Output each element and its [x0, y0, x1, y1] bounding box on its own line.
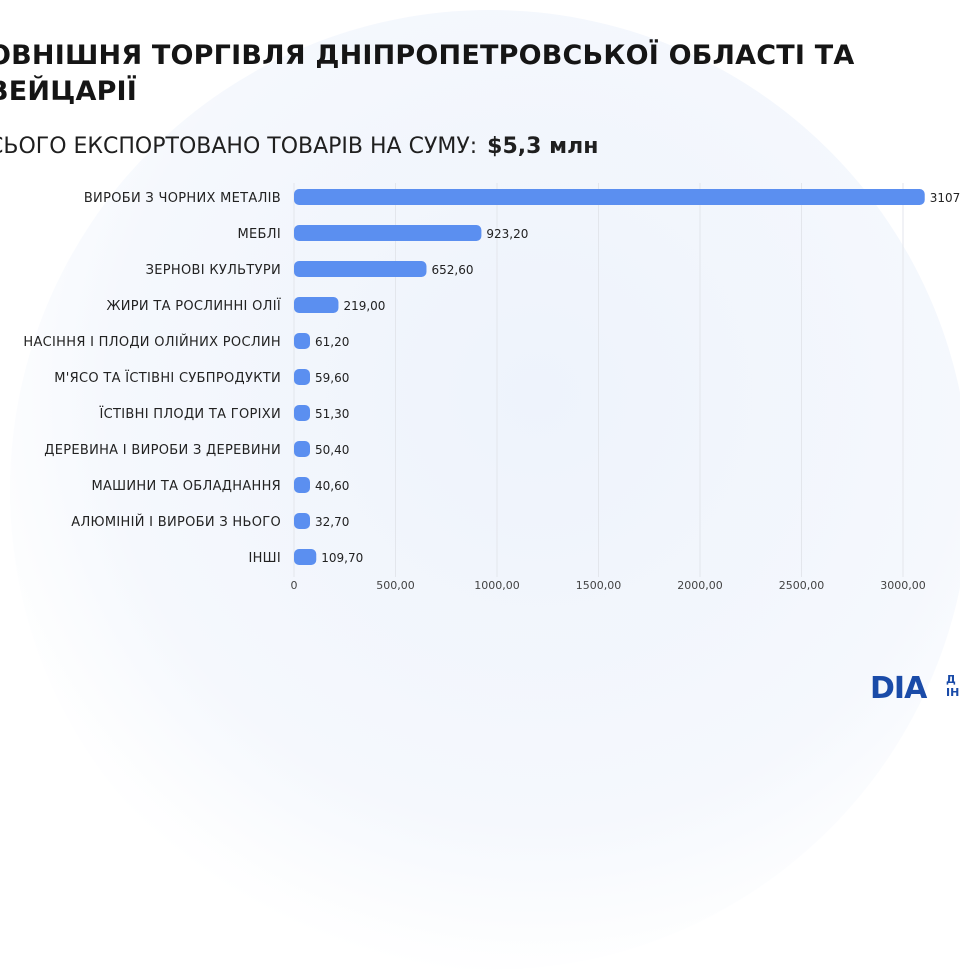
value-label: 50,40: [315, 443, 349, 457]
export-summary-label: СЬОГО ЕКСПОРТОВАНО ТОВАРІВ НА СУМУ:: [0, 134, 478, 159]
value-label: 51,30: [315, 407, 349, 421]
category-label: ЗЕРНОВІ КУЛЬТУРИ: [146, 263, 281, 278]
dia-logo-line1: Д: [946, 673, 956, 686]
dia-logo-mark: DIA: [870, 671, 927, 706]
bars: [294, 189, 925, 565]
category-label: МЕБЛІ: [238, 227, 281, 242]
category-label: ВИРОБИ З ЧОРНИХ МЕТАЛІВ: [84, 191, 281, 206]
bar: [294, 549, 317, 565]
export-summary-amount: $5,3 млн: [487, 134, 599, 159]
value-label: 32,70: [315, 515, 349, 529]
category-label: ІНШІ: [248, 551, 281, 566]
bar: [294, 441, 310, 457]
bar: [294, 405, 310, 421]
category-label: НАСІННЯ І ПЛОДИ ОЛІЙНИХ РОСЛИН: [23, 334, 281, 350]
dia-logo: DIA Д ІН: [870, 667, 960, 707]
value-label: 40,60: [315, 479, 349, 493]
category-label: М'ЯСО ТА ЇСТІВНІ СУБПРОДУКТИ: [54, 370, 281, 386]
category-label: ЖИРИ ТА РОСЛИННІ ОЛІЇ: [106, 298, 281, 314]
x-tick-label: 2500,00: [779, 579, 825, 592]
grid-lines: [293, 183, 904, 577]
category-label: ЇСТІВНІ ПЛОДИ ТА ГОРІХИ: [100, 406, 281, 422]
x-tick-label: 500,00: [376, 579, 415, 592]
category-label: ДЕРЕВИНА І ВИРОБИ З ДЕРЕВИНИ: [44, 443, 281, 458]
value-label: 61,20: [315, 335, 349, 349]
category-label: АЛЮМІНІЙ І ВИРОБИ З НЬОГО: [71, 514, 281, 530]
dia-logo-text: Д ІН: [946, 673, 959, 699]
value-label: 923,20: [486, 227, 528, 241]
value-label: 3107: [930, 191, 960, 205]
bar: [294, 297, 339, 313]
category-labels: ВИРОБИ З ЧОРНИХ МЕТАЛІВ 3107 МЕБЛІ 923,20 ЗЕ…: [23, 191, 960, 566]
export-bar-chart: ВИРОБИ З ЧОРНИХ МЕТАЛІВ 3107 МЕБЛІ 923,20 ЗЕ…: [23, 183, 960, 592]
bar: [294, 261, 427, 277]
dia-logo-line2: ІН: [946, 686, 960, 699]
value-label: 219,00: [343, 299, 385, 313]
bar: [294, 225, 482, 241]
x-tick-label: 1500,00: [576, 579, 622, 592]
value-label: 59,60: [315, 371, 349, 385]
page-title: ОВНІШНЯ ТОРГІВЛЯ ДНІПРОПЕТРОВСЬКОЇ ОБЛАС…: [0, 40, 855, 107]
x-tick-label: 3000,00: [880, 579, 926, 592]
x-tick-label: 0: [291, 579, 298, 592]
x-tick-label: 1000,00: [474, 579, 520, 592]
value-label: 109,70: [321, 551, 363, 565]
x-axis-ticks: 0 500,00 1000,00 1500,00 2000,00 2500,00 3000,…: [291, 579, 926, 592]
export-summary: СЬОГО ЕКСПОРТОВАНО ТОВАРІВ НА СУМУ: $5,3 …: [0, 133, 598, 161]
category-label: МАШИНИ ТА ОБЛАДНАННЯ: [91, 479, 281, 494]
bar: [294, 369, 310, 385]
value-label: 652,60: [431, 263, 473, 277]
bar: [294, 333, 310, 349]
bar: [294, 513, 310, 529]
x-tick-label: 2000,00: [677, 579, 723, 592]
bar: [294, 477, 310, 493]
bar: [294, 189, 925, 205]
